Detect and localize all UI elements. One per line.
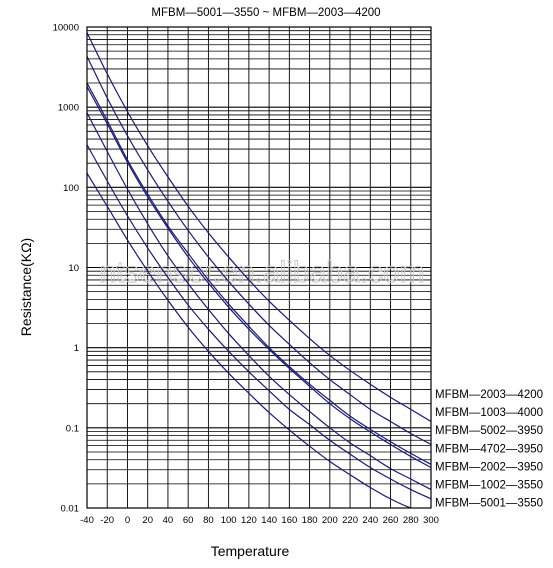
series-line-1	[87, 32, 431, 423]
legend-item: MFBM—1003—4000	[435, 407, 543, 419]
plot-frame	[86, 26, 432, 509]
watermark-text: ntsensor.en.alibaba.com	[99, 256, 424, 289]
y-tick-label: 1000	[58, 103, 79, 114]
x-tick-label: 60	[183, 515, 194, 526]
x-axis-label: Temperature	[211, 543, 290, 559]
x-tick-label: -20	[100, 515, 114, 526]
legend-item: MFBM—5002—3950	[435, 425, 543, 437]
x-tick-label: 280	[403, 515, 419, 526]
legend-item: MFBM—5001—3550	[435, 498, 543, 510]
y-tick-labels: 10000 1000 100 10 1 0.1 0.01	[53, 23, 79, 515]
legend-item: MFBM—2003—4200	[435, 389, 543, 401]
x-tick-label: 140	[261, 515, 277, 526]
series-line-7	[87, 172, 413, 508]
y-tick-label: 0.01	[61, 504, 80, 515]
series-line-2	[87, 56, 431, 446]
x-tick-label: 20	[142, 515, 153, 526]
x-tick-label: 0	[125, 515, 130, 526]
x-tick-label: 260	[383, 515, 399, 526]
x-tick-label: 300	[423, 515, 439, 526]
legend-item: MFBM—1002—3550	[435, 480, 543, 492]
y-tick-label: 10000	[53, 23, 79, 34]
x-tick-label: 100	[221, 515, 237, 526]
grid-layer	[86, 27, 432, 509]
y-tick-label: 10	[68, 263, 79, 274]
x-tick-label: -40	[80, 515, 94, 526]
x-tick-label: 120	[241, 515, 257, 526]
y-axis-label: Resistance(KΩ)	[18, 238, 34, 336]
y-tick-label: 100	[63, 183, 79, 194]
x-tick-labels: -40 -20 0 20 40 60 80 100 120 140 160 180 200 220 240 2…	[80, 515, 439, 526]
series-line-5	[87, 112, 431, 491]
y-tick-label: 0.1	[66, 423, 79, 434]
chart-title: MFBM—5001—3550 ~ MFBM—2003—4200	[151, 7, 380, 19]
series-line-6	[87, 144, 431, 500]
legend-item: MFBM—4702—3950	[435, 443, 543, 455]
y-tick-label: 1	[74, 343, 79, 354]
x-tick-label: 220	[342, 515, 358, 526]
x-tick-label: 240	[362, 515, 378, 526]
x-tick-label: 80	[203, 515, 214, 526]
x-tick-label: 40	[163, 515, 174, 526]
x-tick-label: 180	[302, 515, 318, 526]
series-line-3	[87, 82, 431, 465]
series-line-4	[87, 86, 431, 469]
x-tick-label: 200	[322, 515, 338, 526]
legend-item: MFBM—2002—3950	[435, 461, 543, 473]
legend: MFBM—2003—4200 MFBM—1003—4000 MFBM—5002—39…	[435, 389, 543, 510]
series-layer	[87, 32, 431, 508]
x-tick-label: 160	[281, 515, 297, 526]
